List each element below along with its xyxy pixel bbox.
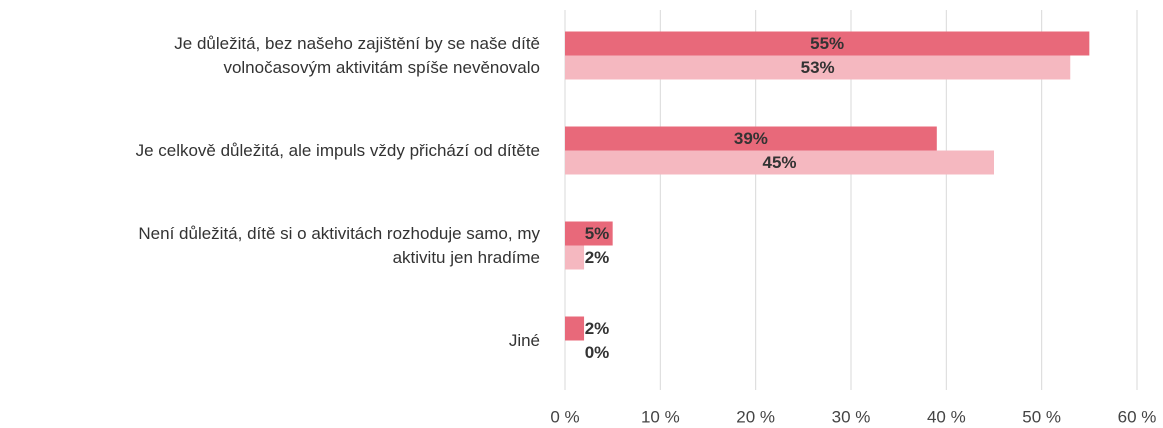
bar: [565, 316, 585, 341]
bar: [565, 31, 1090, 56]
x-tick-label: 50 %: [1022, 407, 1061, 426]
x-tick-label: 60 %: [1118, 407, 1157, 426]
x-tick-label: 10 %: [641, 407, 680, 426]
data-label: 53%: [801, 58, 835, 77]
bar: [565, 245, 585, 270]
category-label: Je důležitá, bez našeho zajištění by se …: [174, 33, 540, 77]
bar: [565, 55, 1071, 80]
x-tick-label: 20 %: [736, 407, 775, 426]
bar: [565, 221, 613, 246]
data-label: 5%: [585, 224, 610, 243]
x-tick-label: 30 %: [832, 407, 871, 426]
category-label: Je celkově důležitá, ale impuls vždy při…: [135, 140, 540, 160]
data-label: 0%: [585, 343, 610, 362]
bar: [565, 150, 994, 175]
category-label: Není důležitá, dítě si o aktivitách rozh…: [138, 223, 540, 267]
data-label: 55%: [810, 34, 844, 53]
x-tick-label: 40 %: [927, 407, 966, 426]
category-label: Jiné: [508, 330, 540, 350]
data-label: 2%: [585, 319, 610, 338]
data-label: 45%: [762, 153, 796, 172]
data-label: 39%: [734, 129, 768, 148]
x-tick-label: 0 %: [550, 407, 579, 426]
bar: [565, 126, 937, 151]
data-label: 2%: [585, 248, 610, 267]
